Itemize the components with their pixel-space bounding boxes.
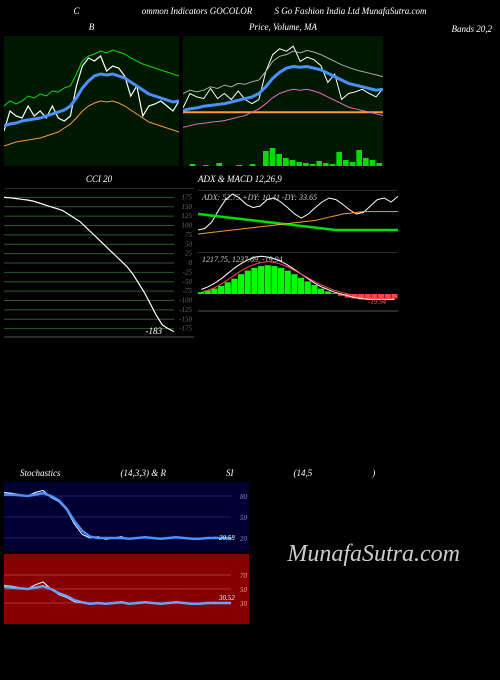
stochastics-chart: 80 50 20 20.58 (4, 482, 249, 552)
svg-text:150: 150 (182, 203, 193, 211)
svg-text:20: 20 (240, 535, 248, 543)
svg-text:50: 50 (240, 514, 248, 522)
stoch-label: Stochastics (20, 468, 61, 478)
svg-text:-150: -150 (179, 315, 192, 323)
si-label: SI (226, 468, 234, 478)
cci-chart: 175 150125 1007550 250-25 -50-75 -100-125-150… (4, 188, 194, 338)
svg-text:-50: -50 (183, 278, 193, 286)
svg-text:ADX: 52.75 +DY: 10.41 -DY: 33.: ADX: 52.75 +DY: 10.41 -DY: 33.65 (201, 193, 317, 202)
adx-macd-title: ADX & MACD 12,26,9 (198, 174, 398, 184)
svg-text:50: 50 (185, 240, 193, 248)
bollinger-title: B (4, 22, 179, 32)
svg-text:-19.94: -19.94 (368, 298, 387, 306)
svg-text:30.52: 30.52 (218, 594, 235, 602)
svg-text:-100: -100 (179, 297, 192, 305)
rsi-chart: 70 50 30 30.52 (4, 554, 249, 624)
svg-text:50: 50 (240, 586, 248, 594)
page-header: C ommon Indicators GOCOLOR S Go Fashion … (0, 0, 500, 22)
svg-text:125: 125 (182, 212, 193, 220)
svg-text:30: 30 (239, 600, 248, 608)
rsi-params: (14,5 (294, 468, 313, 478)
hdr-c: C (73, 6, 79, 16)
stoch-params: (14,3,3) & R (121, 468, 167, 478)
paren: ) (372, 468, 375, 478)
svg-text:20.58: 20.58 (219, 534, 235, 542)
svg-text:-183: -183 (146, 326, 163, 336)
svg-text:-25: -25 (183, 268, 193, 276)
svg-text:-75: -75 (183, 287, 193, 295)
adx-chart: ADX: 52.75 +DY: 10.41 -DY: 33.65 (198, 190, 398, 250)
svg-text:75: 75 (185, 231, 193, 239)
price-title: Price, Volume, MA (183, 22, 383, 32)
bollinger-chart (4, 36, 179, 166)
cci-title: CCI 20 (4, 174, 194, 184)
svg-text:80: 80 (240, 493, 248, 501)
bands-label: Bands 20,2 (452, 24, 493, 34)
svg-text:-175: -175 (179, 325, 192, 333)
hdr-mid: ommon Indicators GOCOLOR (142, 6, 253, 16)
svg-text:70: 70 (240, 572, 248, 580)
cci-panel: CCI 20 1751501251007550250-25-50-75-100-… (4, 174, 194, 338)
svg-text:0: 0 (189, 259, 193, 267)
svg-text:100: 100 (182, 222, 193, 230)
price-chart (183, 36, 383, 166)
svg-text:-125: -125 (179, 306, 192, 314)
hdr-right: S Go Fashion India Ltd MunafaSutra.com (275, 6, 427, 16)
lower-labels: Stochastics (14,3,3) & R SI (14,5 ) (0, 468, 500, 478)
svg-text:175: 175 (182, 193, 193, 201)
bollinger-panel: B (4, 22, 179, 166)
price-panel: Price, Volume, MA (183, 22, 383, 166)
macd-chart: 1217.75, 1237.69, -19.94-19.94 (198, 252, 398, 312)
svg-text:25: 25 (185, 250, 193, 258)
